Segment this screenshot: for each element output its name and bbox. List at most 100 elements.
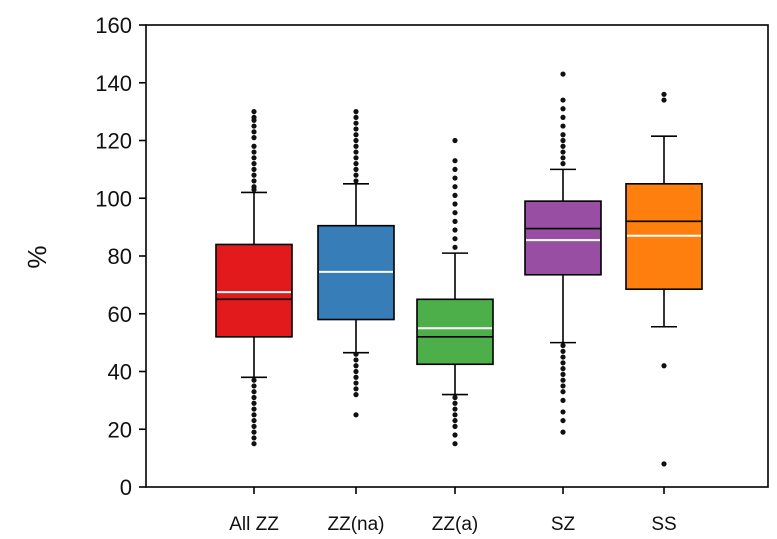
outlier-point bbox=[560, 155, 566, 161]
outlier-point bbox=[560, 348, 566, 354]
outlier-point bbox=[452, 417, 458, 424]
x-tick-label: SS bbox=[651, 514, 676, 535]
outlier-point bbox=[353, 357, 359, 363]
outlier-point bbox=[353, 126, 359, 132]
outlier-point bbox=[251, 178, 257, 184]
outlier-point bbox=[452, 201, 458, 207]
outlier-point bbox=[353, 120, 359, 126]
outlier-point bbox=[661, 91, 667, 97]
outlier-point bbox=[560, 397, 566, 403]
outlier-point bbox=[452, 175, 458, 181]
outlier-point bbox=[560, 366, 566, 372]
x-tick-label: SZ bbox=[551, 514, 576, 535]
outlier-point bbox=[560, 114, 566, 120]
outlier-point bbox=[251, 161, 257, 167]
outlier-point bbox=[452, 227, 458, 233]
y-tick-label: 60 bbox=[108, 302, 132, 327]
outlier-point bbox=[353, 132, 359, 138]
outlier-point bbox=[452, 166, 458, 172]
outlier-point bbox=[353, 392, 359, 398]
outlier-point bbox=[251, 389, 257, 395]
box-body bbox=[416, 298, 494, 366]
outlier-point bbox=[251, 435, 257, 441]
outlier-point bbox=[560, 71, 566, 77]
outlier-point bbox=[560, 123, 566, 129]
outlier-point bbox=[452, 400, 458, 406]
outlier-point bbox=[560, 371, 566, 377]
box-zz-na bbox=[317, 109, 395, 418]
outlier-point bbox=[353, 412, 359, 418]
outlier-point bbox=[560, 383, 566, 389]
outlier-point bbox=[560, 429, 566, 435]
outlier-point bbox=[251, 400, 257, 406]
outlier-point bbox=[251, 123, 257, 129]
outlier-point bbox=[353, 351, 359, 357]
outlier-point bbox=[353, 368, 359, 375]
outlier-point bbox=[560, 97, 566, 103]
outlier-point bbox=[452, 432, 458, 438]
outlier-point bbox=[452, 158, 458, 164]
box-sz bbox=[524, 71, 602, 435]
outlier-point bbox=[353, 363, 359, 369]
outlier-point bbox=[452, 184, 458, 190]
outlier-point bbox=[452, 192, 458, 198]
outlier-point bbox=[353, 114, 359, 120]
outlier-point bbox=[560, 354, 566, 360]
y-tick-label: 40 bbox=[108, 360, 132, 385]
outlier-point bbox=[353, 380, 359, 386]
outlier-point bbox=[251, 117, 257, 123]
y-tick-label: 160 bbox=[95, 13, 132, 38]
outlier-point bbox=[251, 149, 257, 155]
outlier-point bbox=[251, 394, 257, 401]
outlier-point bbox=[452, 210, 458, 216]
outlier-point bbox=[353, 149, 359, 155]
outlier-point bbox=[251, 423, 257, 429]
outlier-point bbox=[251, 186, 257, 193]
y-tick-label: 100 bbox=[95, 186, 132, 211]
outlier-point bbox=[353, 155, 359, 161]
outlier-point bbox=[251, 166, 257, 172]
outlier-point bbox=[560, 106, 566, 112]
outlier-point bbox=[452, 244, 458, 250]
y-tick-label: 20 bbox=[108, 417, 132, 442]
box-all-zz bbox=[215, 109, 293, 447]
x-tick-label: All ZZ bbox=[229, 514, 279, 535]
outlier-point bbox=[251, 417, 257, 424]
box-series bbox=[215, 71, 703, 467]
x-axis: All ZZ ZZ(na) ZZ(a) SZ SS bbox=[229, 487, 677, 535]
outlier-point bbox=[251, 441, 257, 447]
outlier-point bbox=[560, 389, 566, 395]
outlier-point bbox=[560, 417, 566, 424]
outlier-point bbox=[452, 236, 458, 242]
y-tick-label: 0 bbox=[120, 475, 132, 500]
outlier-point bbox=[560, 137, 566, 144]
outlier-point bbox=[353, 166, 359, 172]
outlier-point bbox=[251, 377, 257, 383]
outlier-point bbox=[452, 423, 458, 429]
outlier-point bbox=[353, 161, 359, 167]
outlier-point bbox=[251, 155, 257, 161]
outlier-point bbox=[353, 178, 359, 184]
outlier-point bbox=[452, 412, 458, 418]
outlier-point bbox=[251, 429, 257, 435]
outlier-point bbox=[251, 129, 257, 135]
outlier-point bbox=[452, 218, 458, 224]
y-tick-label: 120 bbox=[95, 129, 132, 154]
outlier-point bbox=[661, 97, 667, 103]
x-tick-label: ZZ(a) bbox=[432, 514, 478, 535]
outlier-point bbox=[452, 406, 458, 412]
outlier-point bbox=[353, 374, 359, 380]
box-body bbox=[524, 200, 602, 276]
y-axis-label: % bbox=[22, 245, 52, 268]
outlier-point bbox=[452, 394, 458, 401]
outlier-point bbox=[560, 143, 566, 149]
box-zz-a bbox=[416, 137, 494, 447]
outlier-point bbox=[251, 172, 257, 178]
y-tick-label: 80 bbox=[108, 244, 132, 269]
outlier-point bbox=[251, 406, 257, 412]
outlier-point bbox=[353, 143, 359, 149]
box-ss bbox=[625, 91, 703, 467]
outlier-point bbox=[353, 172, 359, 178]
box-body bbox=[215, 243, 293, 338]
